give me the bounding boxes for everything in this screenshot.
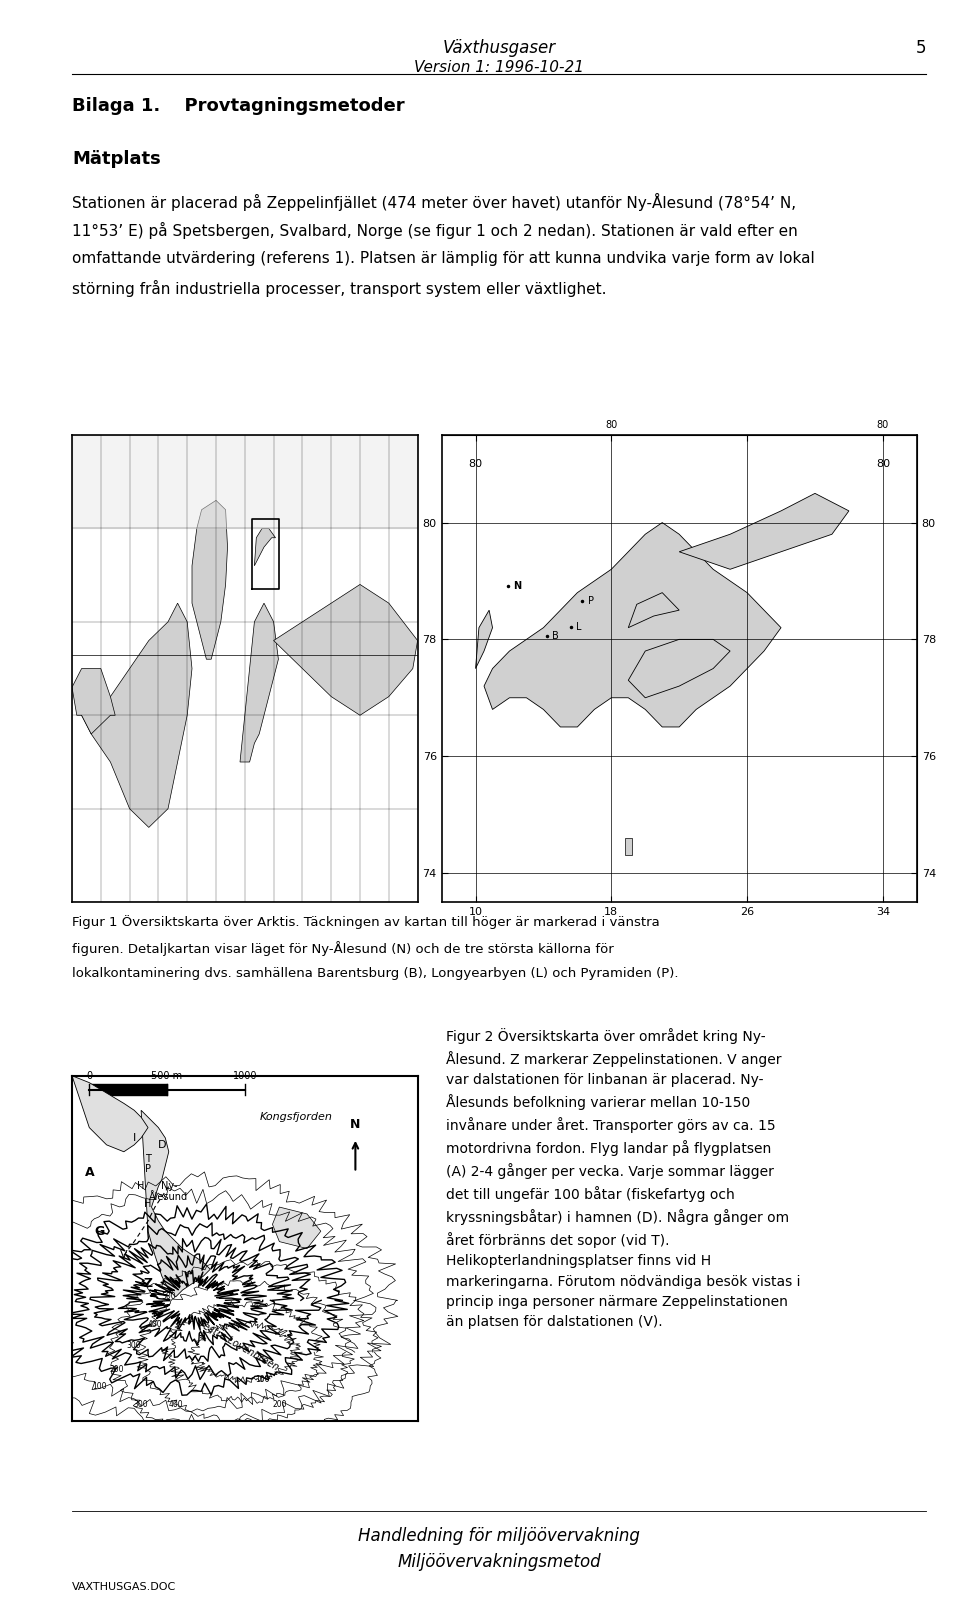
Text: störning från industriella processer, transport system eller växtlighet.: störning från industriella processer, tr… [72, 280, 607, 298]
Polygon shape [273, 1207, 321, 1249]
Text: 100: 100 [92, 1382, 107, 1392]
Polygon shape [240, 603, 278, 762]
Text: omfattande utvärdering (referens 1). Platsen är lämplig för att kunna undvika va: omfattande utvärdering (referens 1). Pla… [72, 251, 815, 266]
Text: Ålesund: Ålesund [149, 1192, 188, 1202]
Text: Handledning för miljöövervakning: Handledning för miljöövervakning [358, 1527, 640, 1545]
Text: 100: 100 [254, 1376, 270, 1384]
Text: Figur 2 Översiktskarta över området kring Ny-
Ålesund. Z markerar Zeppelinstatio: Figur 2 Översiktskarta över området krin… [446, 1028, 801, 1329]
Polygon shape [475, 611, 492, 669]
Polygon shape [628, 640, 731, 698]
Text: 80: 80 [876, 459, 890, 469]
Text: 300: 300 [127, 1340, 141, 1350]
Text: Ny-: Ny- [160, 1181, 177, 1191]
Text: 0: 0 [86, 1071, 92, 1081]
Text: P: P [145, 1165, 151, 1174]
Text: lokalkontaminering dvs. samhällena Barentsburg (B), Longyearbyen (L) och Pyramid: lokalkontaminering dvs. samhällena Baren… [72, 967, 679, 979]
Text: Figur 1 Översiktskarta över Arktis. Täckningen av kartan till höger är markerad : Figur 1 Översiktskarta över Arktis. Täck… [72, 915, 660, 930]
Text: I: I [132, 1133, 135, 1142]
Polygon shape [82, 603, 192, 828]
Polygon shape [141, 1110, 210, 1297]
Text: D: D [157, 1141, 166, 1150]
Text: T: T [145, 1153, 151, 1163]
Text: N: N [513, 580, 521, 591]
Text: 200: 200 [109, 1365, 124, 1374]
Text: 400: 400 [168, 1400, 183, 1408]
Text: Miljöövervakningsmetod: Miljöövervakningsmetod [397, 1553, 601, 1571]
Polygon shape [254, 528, 276, 565]
Text: G: G [94, 1224, 105, 1237]
Text: 11°53’ E) på Spetsbergen, Svalbard, Norge (se figur 1 och 2 nedan). Stationen är: 11°53’ E) på Spetsbergen, Svalbard, Norg… [72, 222, 798, 240]
Polygon shape [72, 669, 115, 735]
Text: Kongsfjorden: Kongsfjorden [260, 1112, 333, 1123]
Polygon shape [274, 585, 418, 715]
Text: H: H [144, 1199, 152, 1208]
Text: L: L [576, 622, 581, 632]
Polygon shape [484, 522, 781, 727]
Text: Z: Z [143, 1276, 153, 1289]
Text: A: A [84, 1166, 94, 1179]
Polygon shape [628, 593, 680, 628]
Text: Växthusgaser: Växthusgaser [443, 39, 556, 58]
Text: figuren. Detaljkartan visar läget för Ny-Ålesund (N) och de tre största källorna: figuren. Detaljkartan visar läget för Ny… [72, 941, 613, 955]
Text: 5: 5 [916, 39, 926, 58]
Text: H: H [137, 1181, 145, 1191]
Polygon shape [72, 1076, 148, 1152]
Text: 80: 80 [468, 459, 483, 469]
Polygon shape [192, 501, 228, 659]
Text: P: P [588, 596, 593, 606]
Text: Bilaga 1.  Provtagningsmetoder: Bilaga 1. Provtagningsmetoder [72, 97, 404, 114]
Text: 500 m: 500 m [152, 1071, 182, 1081]
Text: vestre Lovénbreen: vestre Lovénbreen [196, 1318, 280, 1373]
Text: Version 1: 1996-10-21: Version 1: 1996-10-21 [414, 60, 585, 74]
Text: 400: 400 [148, 1319, 162, 1329]
Text: 1000: 1000 [232, 1071, 257, 1081]
Text: N: N [350, 1118, 361, 1131]
Text: Stationen är placerad på Zeppelinfjället (474 meter över havet) utanför Ny-Ålesu: Stationen är placerad på Zeppelinfjället… [72, 193, 796, 211]
Text: Mätplats: Mätplats [72, 150, 160, 168]
Text: 200: 200 [272, 1400, 287, 1408]
Text: B: B [552, 632, 559, 641]
Text: V: V [120, 1250, 128, 1260]
Polygon shape [625, 838, 632, 855]
Text: VAXTHUSGAS.DOC: VAXTHUSGAS.DOC [72, 1582, 177, 1592]
Text: 300: 300 [133, 1400, 149, 1408]
Text: 500: 500 [161, 1292, 176, 1302]
Polygon shape [680, 493, 849, 569]
